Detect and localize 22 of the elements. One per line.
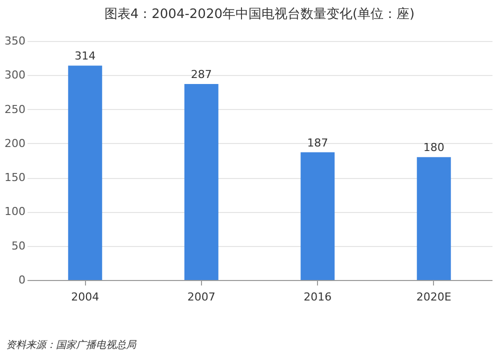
data-label: 187 [307, 136, 328, 150]
bar [300, 152, 335, 280]
y-tick-label: 50 [12, 239, 26, 252]
bar [68, 66, 102, 280]
data-label: 287 [190, 68, 212, 82]
x-tick-label: 2004 [71, 290, 100, 304]
data-label: 180 [423, 141, 444, 154]
data-label: 314 [74, 50, 96, 63]
y-tick-label: 250 [4, 102, 26, 116]
y-tick-label: 150 [4, 171, 26, 184]
x-tick-label: 2020E [416, 290, 452, 304]
text: 资料来源：国家广播电视总局 [6, 338, 136, 352]
y-tick-label: 0 [18, 274, 26, 286]
y-tick-label: 300 [4, 68, 26, 82]
chart-title: 图表4：2004-2020年中国电视台数量变化(单位：座) [104, 6, 415, 22]
y-tick-label: 200 [4, 136, 26, 150]
bar [184, 84, 218, 280]
x-tick-label: 2007 [187, 290, 216, 304]
x-tick-label: 2016 [304, 290, 332, 304]
bar [416, 157, 451, 280]
y-tick-label: 350 [4, 34, 26, 48]
y-tick-label: 100 [4, 205, 26, 218]
